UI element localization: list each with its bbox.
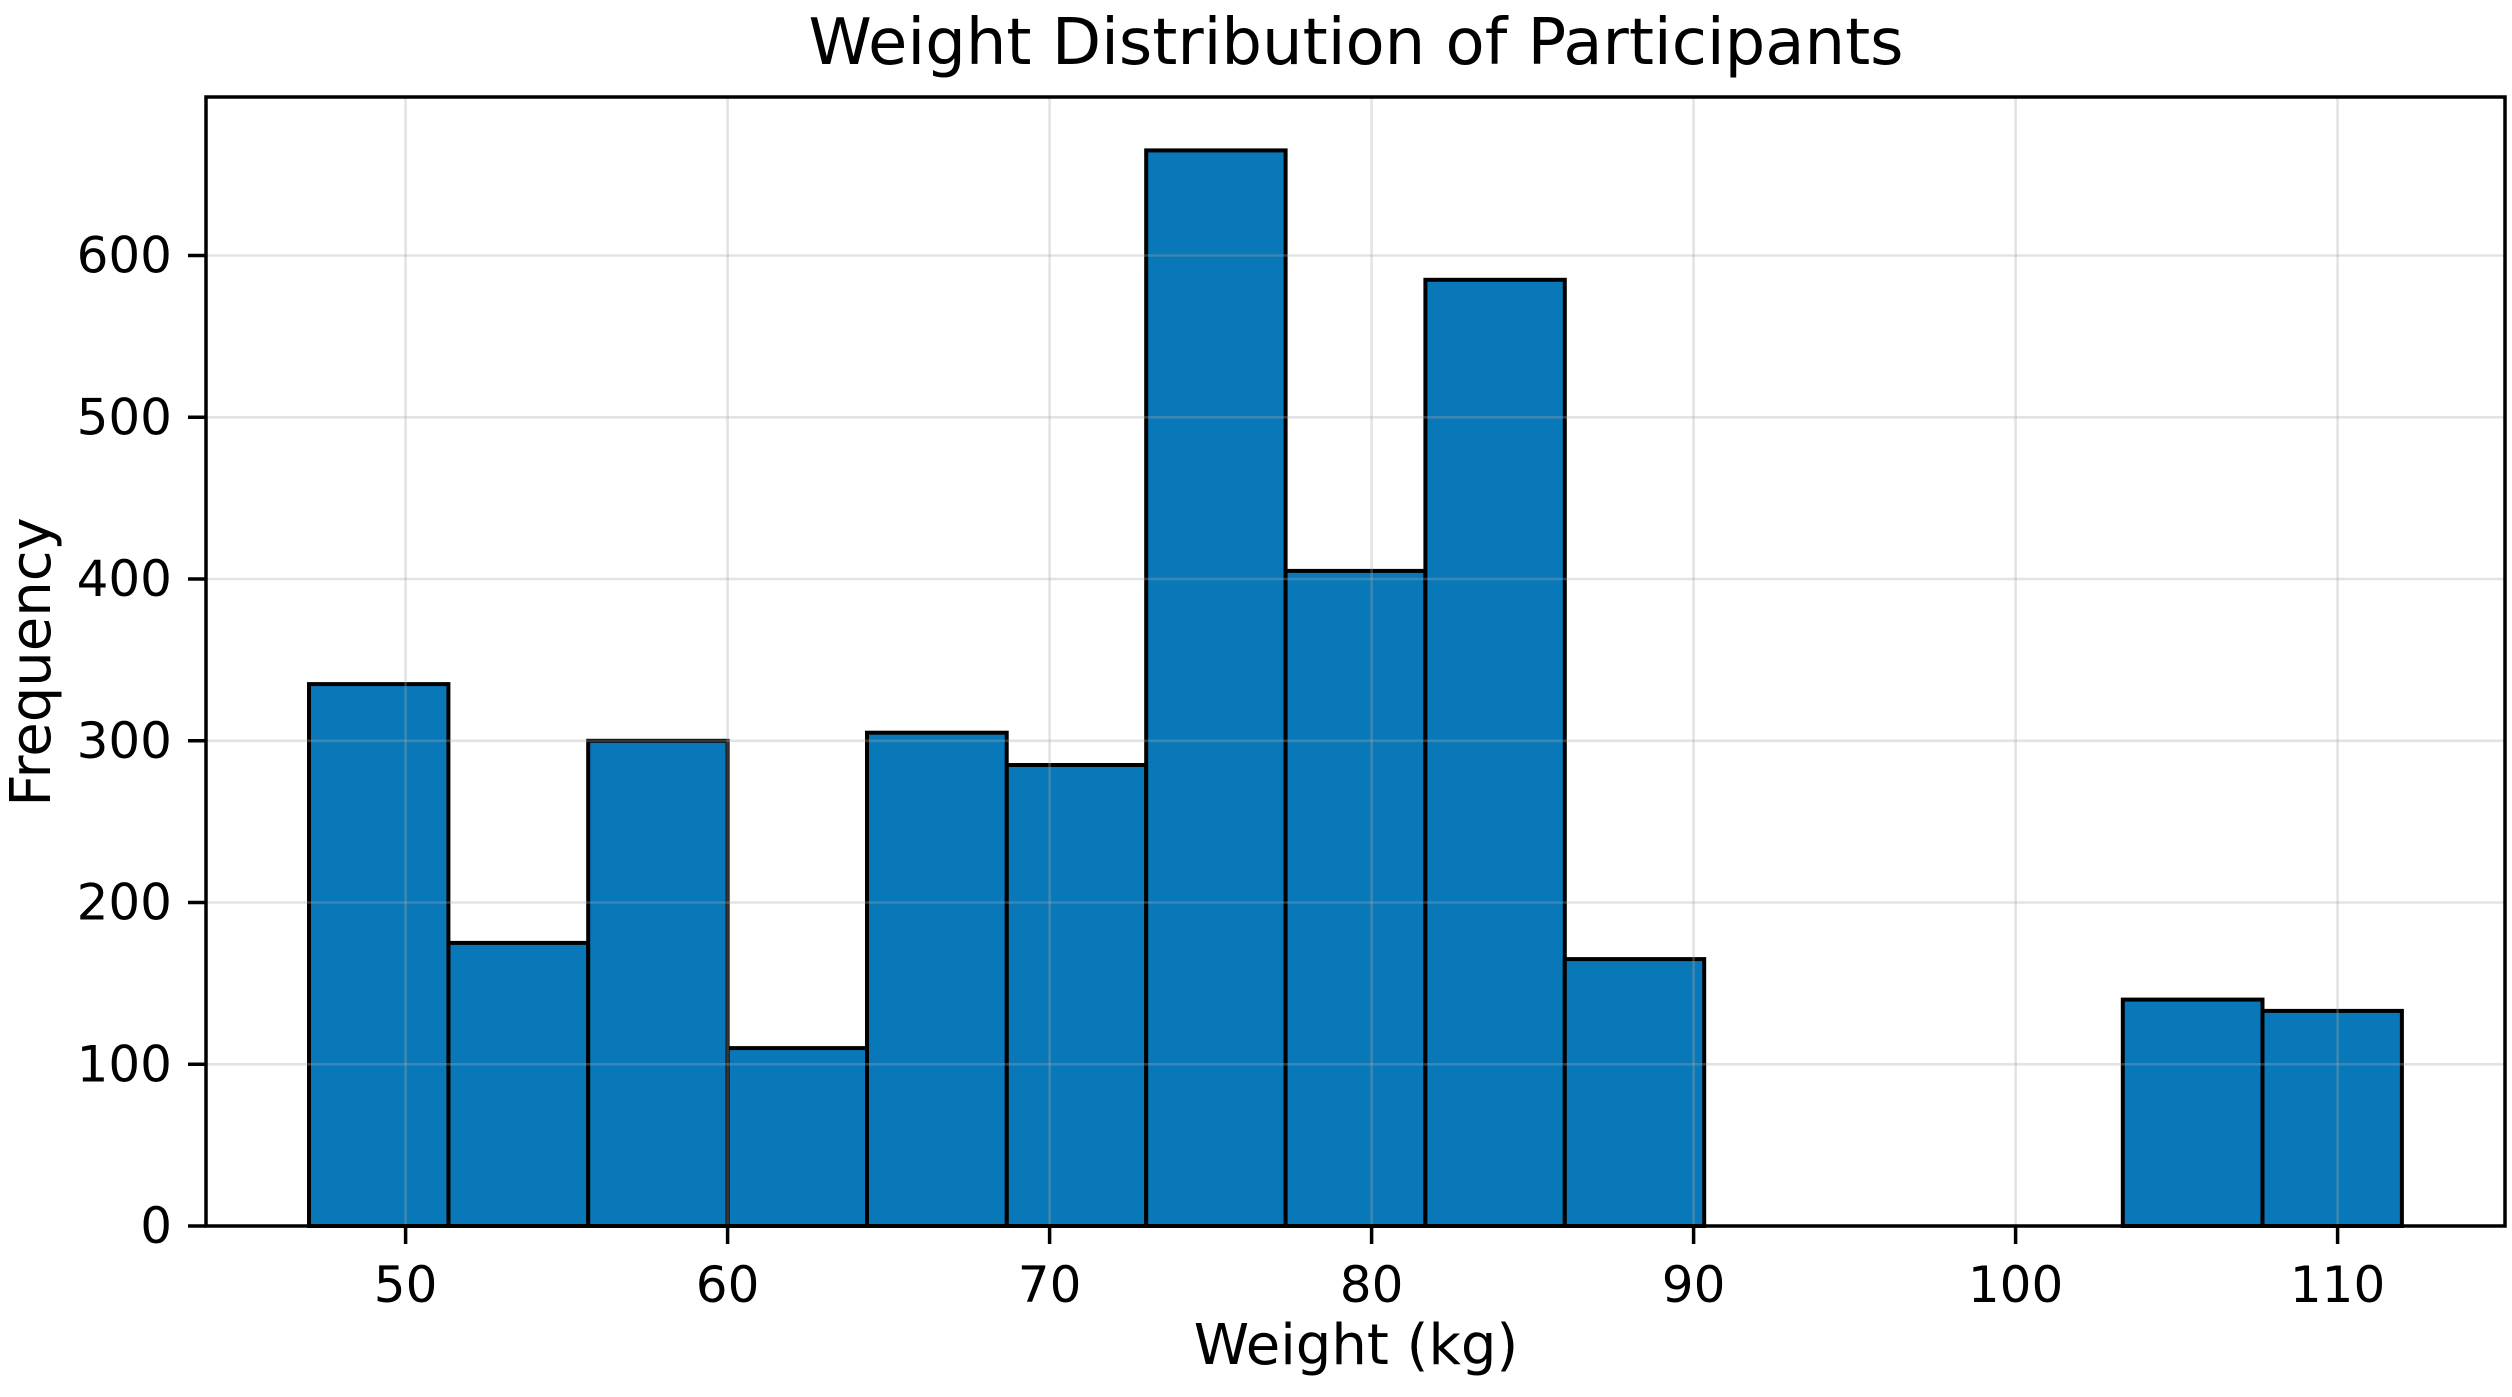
y-axis-label: Frequency (0, 517, 64, 806)
axis-layer: 50 60 70 80 90 100 110 0 100 200 300 400 500 600 (77, 95, 2507, 1314)
grid-layer (206, 97, 2505, 1226)
histogram-bar (307, 682, 451, 1228)
x-axis-label: Weight (kg) (1194, 1313, 1519, 1378)
y-tick-label: 0 (140, 1197, 172, 1255)
x-tick-label: 90 (1662, 1256, 1726, 1314)
histogram-bar (446, 940, 591, 1229)
x-tick-label: 50 (374, 1256, 438, 1314)
histogram-bar (1004, 763, 1149, 1228)
histogram-bar (586, 738, 730, 1228)
axes-spine (204, 95, 2507, 1228)
x-tick-label: 100 (1968, 1256, 2063, 1314)
x-tick-label: 60 (696, 1256, 760, 1314)
histogram-bar (1283, 568, 1428, 1228)
y-tick-label: 400 (77, 550, 172, 608)
y-tick-label: 200 (77, 874, 172, 932)
histogram-bar (865, 730, 1009, 1228)
bars-layer (307, 148, 2404, 1229)
histogram-bar (725, 1046, 869, 1228)
histogram-bar (1562, 957, 1707, 1228)
x-tick-label: 70 (1018, 1256, 1082, 1314)
y-tick-label: 100 (77, 1035, 172, 1093)
histogram-bar (2120, 997, 2265, 1228)
y-tick-label: 600 (77, 227, 172, 285)
y-tick-label: 500 (77, 388, 172, 446)
x-tick-label: 110 (2290, 1256, 2385, 1314)
x-tick-label: 80 (1340, 1256, 1404, 1314)
chart-title: Weight Distribution of Participants (809, 6, 1904, 80)
y-tick-label: 300 (77, 712, 172, 770)
histogram-bar (2260, 1008, 2404, 1229)
histogram-bar (1423, 277, 1567, 1228)
